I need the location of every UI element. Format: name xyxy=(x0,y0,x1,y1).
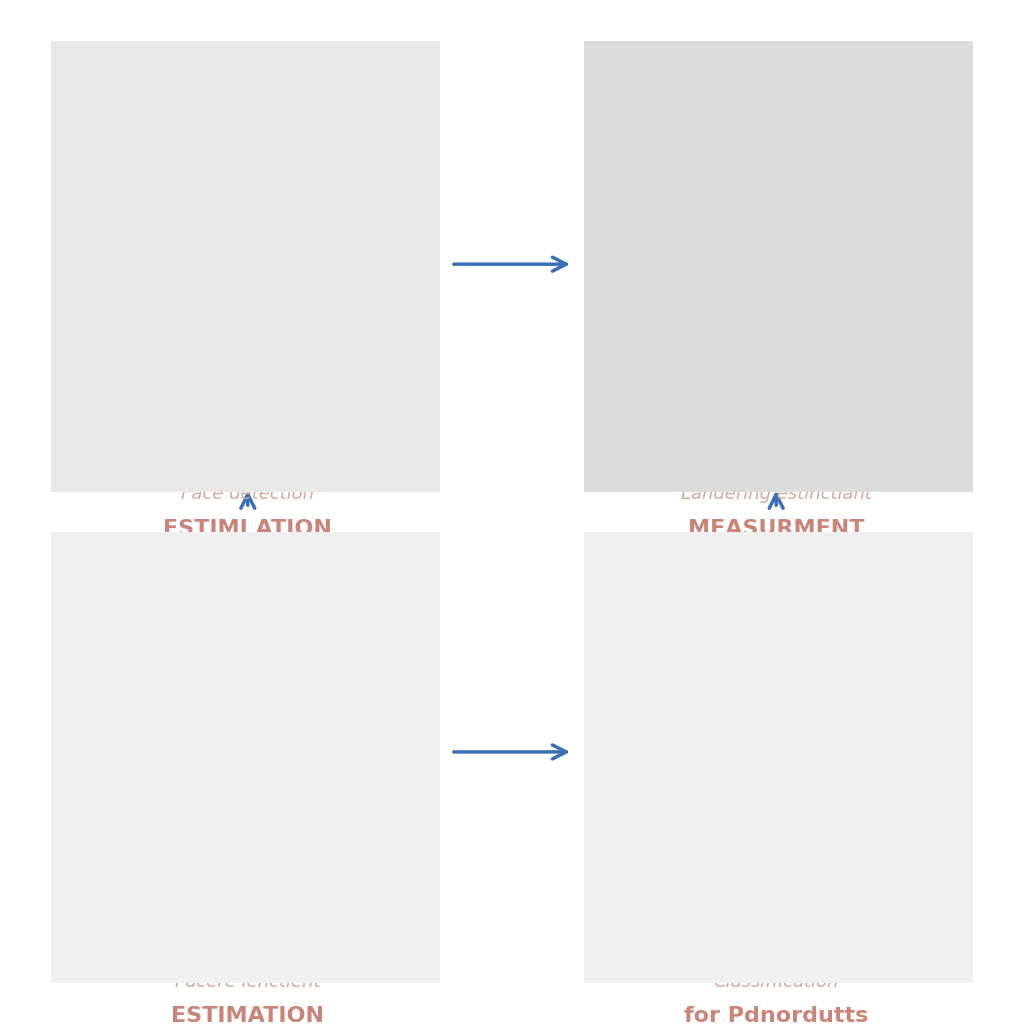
Ellipse shape xyxy=(744,220,764,231)
Polygon shape xyxy=(226,313,269,332)
Text: for Pdnordutts: for Pdnordutts xyxy=(684,1007,868,1024)
Ellipse shape xyxy=(788,220,808,231)
Ellipse shape xyxy=(786,219,810,232)
Ellipse shape xyxy=(744,708,764,719)
Ellipse shape xyxy=(218,709,233,719)
Polygon shape xyxy=(758,313,795,332)
Text: Face detection: Face detection xyxy=(181,485,314,503)
Ellipse shape xyxy=(788,708,808,719)
Text: ESTIMI ATION: ESTIMI ATION xyxy=(164,518,332,539)
Polygon shape xyxy=(178,823,317,833)
Ellipse shape xyxy=(260,708,280,719)
Ellipse shape xyxy=(791,220,806,230)
Text: Classiffication: Classiffication xyxy=(714,973,839,990)
Polygon shape xyxy=(758,801,795,819)
Ellipse shape xyxy=(188,647,307,798)
Ellipse shape xyxy=(786,707,810,720)
Ellipse shape xyxy=(215,224,233,233)
Ellipse shape xyxy=(262,709,278,719)
Polygon shape xyxy=(822,207,853,290)
Ellipse shape xyxy=(717,647,836,798)
Polygon shape xyxy=(699,207,730,290)
Ellipse shape xyxy=(262,224,281,233)
Text: MEASURMENT: MEASURMENT xyxy=(688,518,864,539)
Text: Facere lenctient: Facere lenctient xyxy=(175,973,321,990)
Ellipse shape xyxy=(714,138,839,221)
Ellipse shape xyxy=(214,707,238,720)
Text: Landering estinctiant: Landering estinctiant xyxy=(681,485,871,503)
Text: ESTIMATION: ESTIMATION xyxy=(171,1007,325,1024)
Polygon shape xyxy=(707,823,846,833)
Ellipse shape xyxy=(746,220,762,230)
Ellipse shape xyxy=(742,707,766,720)
Ellipse shape xyxy=(258,707,282,720)
Polygon shape xyxy=(171,695,202,777)
Polygon shape xyxy=(229,801,266,819)
Ellipse shape xyxy=(742,219,766,232)
Ellipse shape xyxy=(185,627,310,709)
Ellipse shape xyxy=(746,709,762,719)
Ellipse shape xyxy=(216,708,236,719)
Ellipse shape xyxy=(791,709,806,719)
Polygon shape xyxy=(707,335,846,344)
Polygon shape xyxy=(294,695,325,777)
Ellipse shape xyxy=(717,160,836,309)
Ellipse shape xyxy=(182,155,313,315)
